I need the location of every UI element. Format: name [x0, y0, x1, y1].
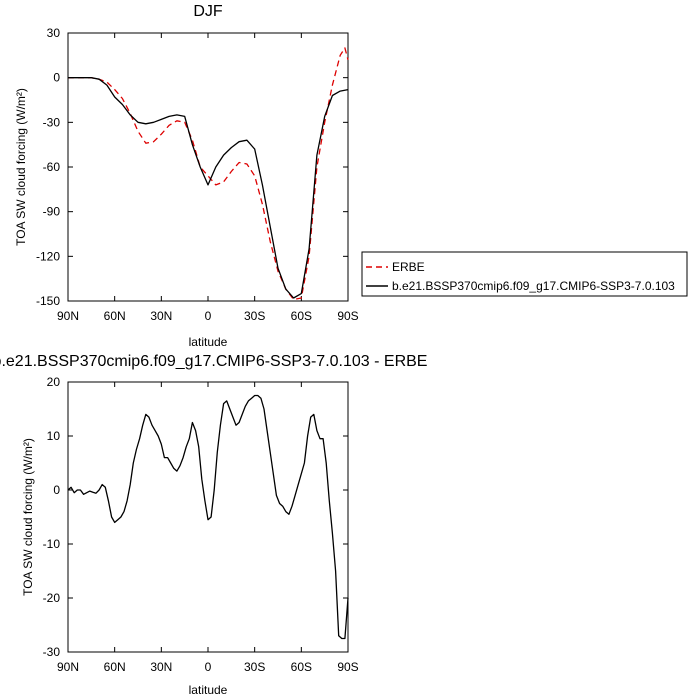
- legend-box: [361, 251, 688, 297]
- bottom-y-tick-label: 20: [47, 375, 61, 389]
- bottom-y-axis-label: TOA SW cloud forcing (W/m²): [21, 438, 35, 596]
- top-y-tick-label: 30: [47, 26, 61, 40]
- bottom-y-tick-label: 0: [53, 483, 60, 497]
- top-y-tick-label: -120: [36, 249, 60, 263]
- top-title: DJF: [193, 3, 223, 20]
- bottom-y-tick-label: -10: [43, 537, 61, 551]
- bottom-y-axis: 20 10 0 -10 -20 -30: [43, 375, 348, 659]
- bottom-panel: b.e21.BSSP370cmip6.f09_g17.CMIP6-SSP3-7.…: [0, 353, 427, 697]
- bottom-y-tick-label: -30: [43, 645, 61, 659]
- top-series-group: [68, 47, 349, 301]
- bottom-x-tick-label: 60S: [291, 660, 312, 674]
- bottom-x-tick-label: 0: [205, 660, 212, 674]
- top-x-tick-label: 0: [205, 309, 212, 323]
- bottom-x-tick-label: 30N: [150, 660, 172, 674]
- top-panel: DJF 30 0 -30 -60 -90 -120 -150 90N 60N 30N 0 30S 60…: [14, 3, 359, 349]
- bottom-y-tick-label: 10: [47, 429, 61, 443]
- legend-label-erbe: ERBE: [392, 260, 425, 274]
- top-y-tick-label: 0: [53, 71, 60, 85]
- bottom-x-tick-label: 90N: [57, 660, 79, 674]
- top-y-axis-label: TOA SW cloud forcing (W/m²): [14, 88, 28, 246]
- top-series-line-erbe: [68, 47, 349, 301]
- top-y-tick-label: -90: [43, 205, 61, 219]
- bottom-x-axis: 90N 60N 30N 0 30S 60S 90S: [57, 382, 359, 674]
- bottom-y-tick-label: -20: [43, 591, 61, 605]
- top-x-tick-label: 60N: [104, 309, 126, 323]
- top-series-line-model: [68, 77, 349, 299]
- top-x-tick-label: 90S: [337, 309, 358, 323]
- top-x-tick-label: 30N: [150, 309, 172, 323]
- top-x-axis-label: latitude: [189, 335, 228, 349]
- bottom-x-tick-label: 60N: [104, 660, 126, 674]
- top-y-tick-label: -30: [43, 115, 61, 129]
- top-x-tick-label: 60S: [291, 309, 312, 323]
- top-x-tick-label: 30S: [244, 309, 265, 323]
- bottom-x-tick-label: 90S: [337, 660, 358, 674]
- top-x-tick-label: 90N: [57, 309, 79, 323]
- top-y-tick-label: -150: [36, 294, 60, 308]
- bottom-x-tick-label: 30S: [244, 660, 265, 674]
- top-y-tick-label: -60: [43, 160, 61, 174]
- legend: ERBE b.e21.BSSP370cmip6.f09_g17.CMIP6-SS…: [361, 251, 688, 297]
- bottom-x-axis-label: latitude: [189, 683, 228, 697]
- top-y-axis: 30 0 -30 -60 -90 -120 -150: [36, 26, 348, 308]
- bottom-series-line-difference: [67, 394, 349, 640]
- bottom-title: b.e21.BSSP370cmip6.f09_g17.CMIP6-SSP3-7.…: [0, 353, 427, 370]
- top-x-axis: 90N 60N 30N 0 30S 60S 90S: [57, 33, 359, 323]
- bottom-series-group: [67, 394, 349, 640]
- legend-label-model: b.e21.BSSP370cmip6.f09_g17.CMIP6-SSP3-7.…: [392, 279, 675, 293]
- top-plot-frame: [67, 32, 349, 302]
